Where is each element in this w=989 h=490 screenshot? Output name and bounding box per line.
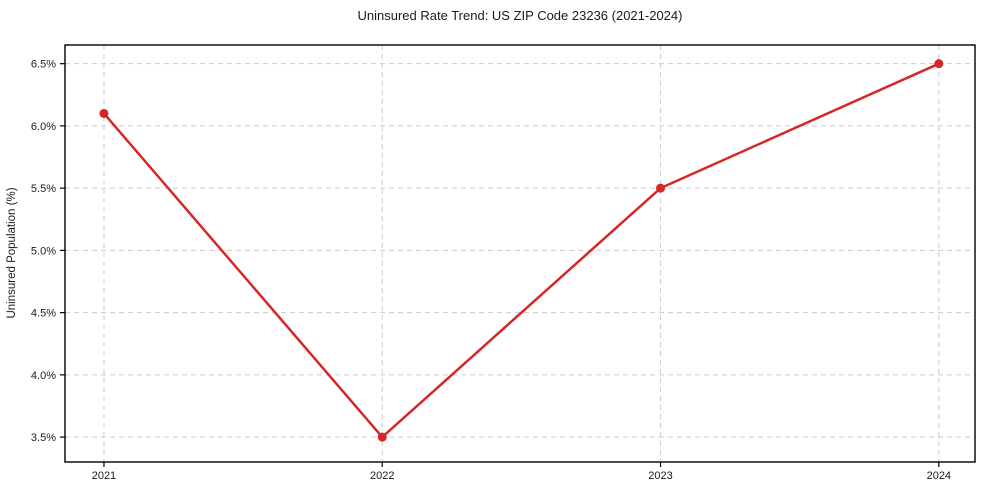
y-tick-label: 4.5% — [31, 308, 56, 320]
y-tick-label: 6.0% — [31, 121, 56, 133]
data-point — [99, 108, 109, 118]
y-tick-label: 5.5% — [31, 183, 56, 195]
data-point — [377, 432, 387, 442]
plot-border — [64, 44, 976, 463]
x-tick-label: 2022 — [370, 470, 394, 482]
x-tick-label: 2024 — [927, 470, 951, 482]
chart-title: Uninsured Rate Trend: US ZIP Code 23236 … — [357, 8, 683, 23]
y-tick-label: 3.5% — [31, 432, 56, 444]
trend-line — [102, 62, 941, 439]
x-tick-label: 2023 — [648, 470, 672, 482]
x-tick-label: 2021 — [92, 470, 116, 482]
y-tick-label: 6.5% — [31, 59, 56, 71]
y-tick-label: 4.0% — [31, 370, 56, 382]
y-tick-label: 5.0% — [31, 245, 56, 257]
data-point — [656, 183, 666, 193]
y-axis-label: Uninsured Population (%) — [6, 187, 18, 318]
data-point — [934, 59, 944, 69]
